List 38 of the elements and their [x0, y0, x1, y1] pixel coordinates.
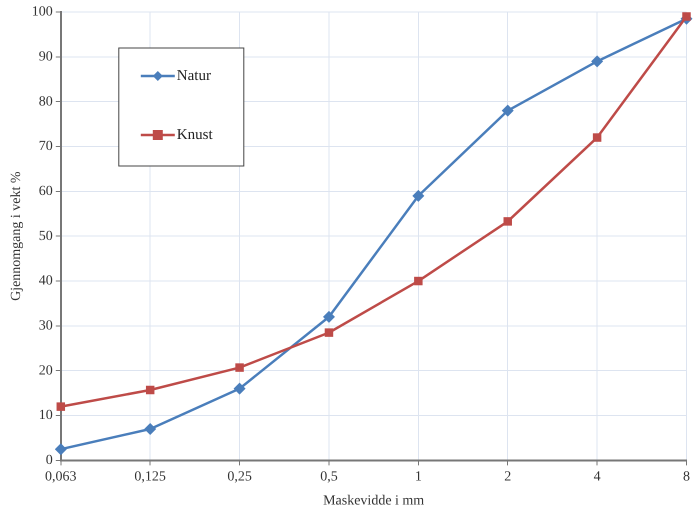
point — [56, 402, 66, 411]
y-tick-label: 80 — [38, 94, 53, 110]
point — [591, 55, 604, 68]
x-tick-label: 8 — [683, 469, 690, 484]
point — [503, 217, 512, 226]
x-tick-label: 0,25 — [227, 469, 252, 484]
point — [144, 423, 156, 436]
legend-label: Knust — [176, 126, 214, 143]
y-tick-label: 10 — [38, 408, 53, 424]
point — [682, 12, 691, 21]
x-tick-label: 0,125 — [134, 469, 166, 484]
y-tick-label: 60 — [38, 184, 53, 200]
point — [324, 328, 334, 337]
x-axis-title: Maskevidde i mm — [323, 493, 424, 508]
y-tick-label: 20 — [38, 363, 53, 378]
point — [322, 310, 335, 323]
point — [54, 443, 67, 456]
point — [234, 382, 246, 395]
y-tick-label: 90 — [38, 50, 53, 65]
point — [502, 104, 514, 117]
x-tick-label: 4 — [594, 469, 601, 484]
y-tick-label: 0 — [46, 453, 53, 468]
point — [592, 133, 602, 142]
y-tick-label: 30 — [38, 318, 53, 334]
point — [146, 386, 154, 394]
y-tick-label: 100 — [32, 4, 53, 20]
legend-label: Natur — [176, 68, 211, 84]
point — [414, 276, 423, 286]
point — [235, 363, 244, 372]
y-tick-label: 70 — [38, 139, 53, 154]
point — [412, 190, 424, 202]
x-tick-label: 2 — [504, 469, 512, 484]
x-tick-label: 0,063 — [45, 469, 77, 484]
x-tick-label: 0,5 — [320, 469, 338, 484]
x-tick-label: 1 — [414, 469, 422, 484]
y-tick-label: 50 — [38, 228, 53, 244]
y-tick-label: 40 — [38, 274, 53, 289]
y-axis-title: Gjennomgang i vekt % — [9, 171, 24, 301]
